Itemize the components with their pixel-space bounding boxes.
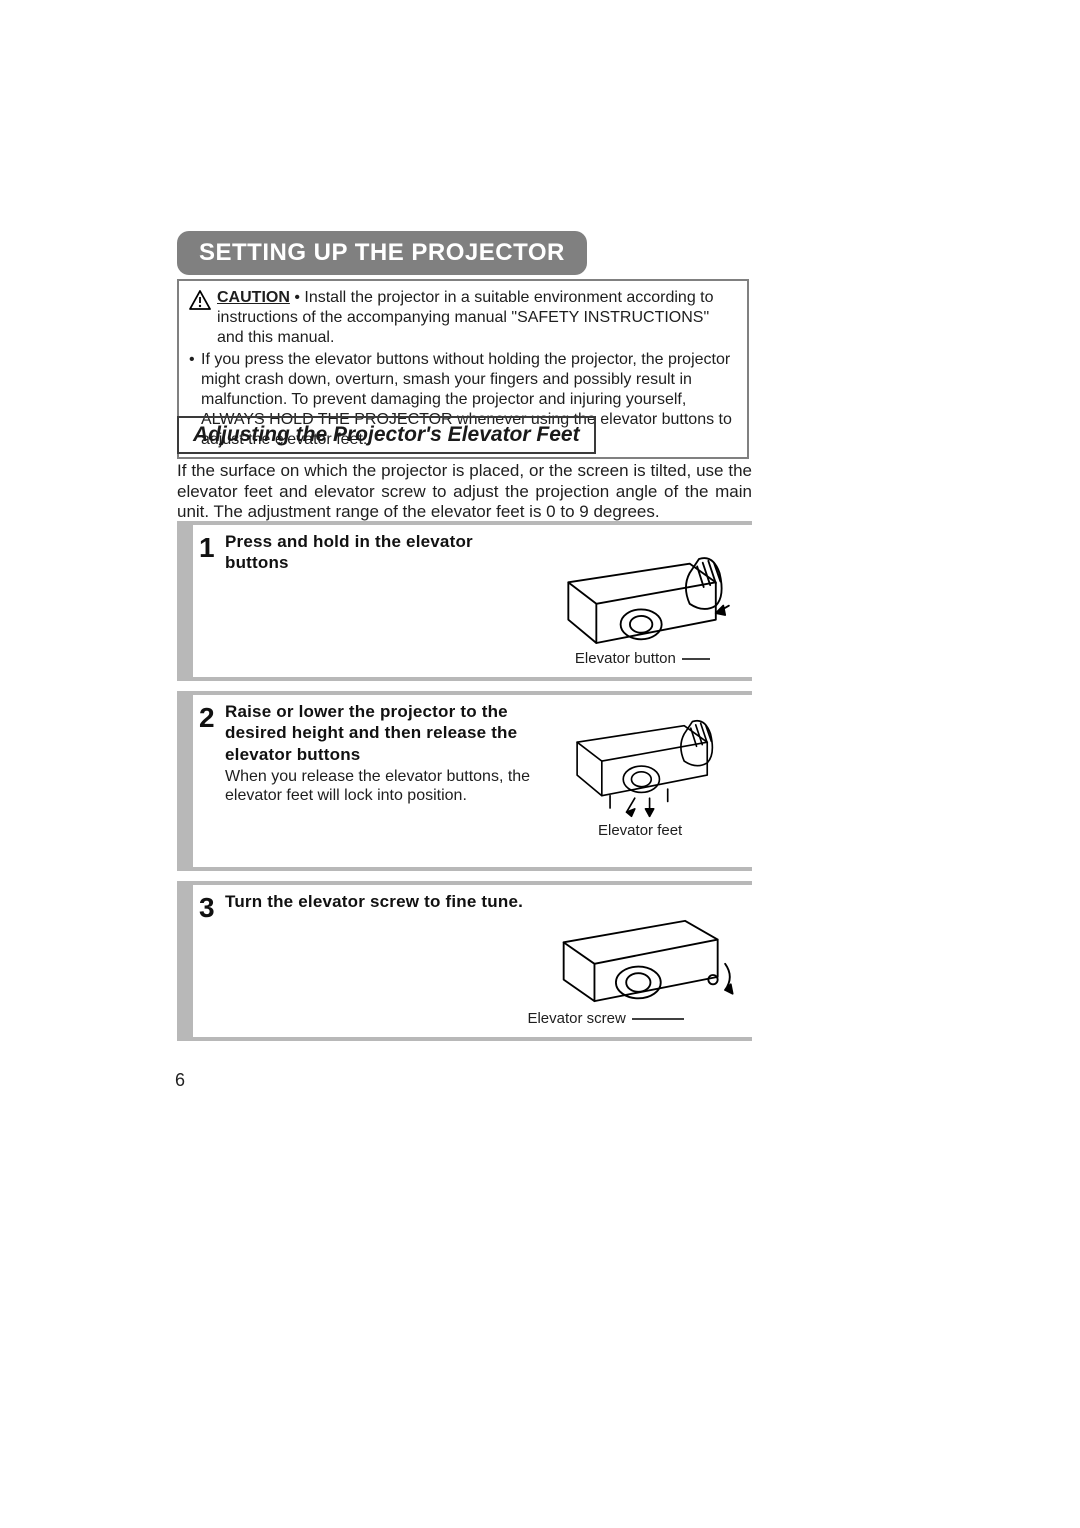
illustration-callout: Elevator screw — [527, 1010, 684, 1027]
step-textcol: Turn the elevator screw to fine tune. — [225, 891, 543, 1031]
step-imagecol: Elevator button — [543, 531, 752, 671]
section-header: SETTING UP THE PROJECTOR — [177, 231, 587, 275]
section-title: SETTING UP THE PROJECTOR — [199, 239, 565, 266]
step-1: 1 Press and hold in the elevator buttons — [177, 521, 752, 681]
step-tab — [177, 881, 193, 1041]
step-title: Press and hold in the elevator buttons — [225, 531, 537, 574]
subsection-header: Adjusting the Projector's Elevator Feet — [177, 416, 596, 454]
callout-line-icon — [632, 1015, 684, 1023]
step-3: 3 Turn the elevator screw to fine tune. — [177, 881, 752, 1041]
warning-icon — [189, 290, 211, 310]
caution-row-1: CAUTION • Install the projector in a sui… — [189, 288, 737, 348]
step-textcol: Press and hold in the elevator buttons — [225, 531, 543, 671]
caution-item-1: • Install the projector in a suitable en… — [217, 289, 714, 346]
document-page: SETTING UP THE PROJECTOR CAUTION • Insta… — [0, 0, 1080, 1528]
caution-label: CAUTION — [217, 289, 290, 306]
step-number: 3 — [199, 891, 225, 1031]
callout-line-icon — [682, 655, 710, 663]
illustration-callout: Elevator feet — [598, 822, 682, 839]
step-tab — [177, 521, 193, 681]
projector-illustration — [543, 701, 743, 841]
step-textcol: Raise or lower the projector to the desi… — [225, 701, 543, 841]
step-title: Turn the elevator screw to fine tune. — [225, 891, 537, 912]
step-desc: When you release the elevator buttons, t… — [225, 767, 537, 805]
subsection-title: Adjusting the Projector's Elevator Feet — [193, 423, 580, 446]
callout-text: Elevator button — [575, 650, 676, 667]
step-imagecol: Elevator screw — [543, 891, 752, 1031]
step-content: 1 Press and hold in the elevator buttons — [193, 525, 752, 677]
page-number: 6 — [175, 1070, 185, 1091]
step-number: 1 — [199, 531, 225, 671]
illustration-callout: Elevator button — [575, 650, 710, 667]
step-title: Raise or lower the projector to the desi… — [225, 701, 537, 765]
caution-text-1: CAUTION • Install the projector in a sui… — [217, 288, 737, 348]
intro-paragraph: If the surface on which the projector is… — [177, 461, 752, 523]
step-content: 2 Raise or lower the projector to the de… — [193, 695, 752, 847]
step-content: 3 Turn the elevator screw to fine tune. — [193, 885, 752, 1037]
steps-list: 1 Press and hold in the elevator buttons — [177, 521, 752, 1041]
step-imagecol: Elevator feet — [543, 701, 752, 841]
step-tab — [177, 691, 193, 871]
step-2: 2 Raise or lower the projector to the de… — [177, 691, 752, 871]
step-number: 2 — [199, 701, 225, 841]
callout-text: Elevator screw — [527, 1010, 625, 1027]
